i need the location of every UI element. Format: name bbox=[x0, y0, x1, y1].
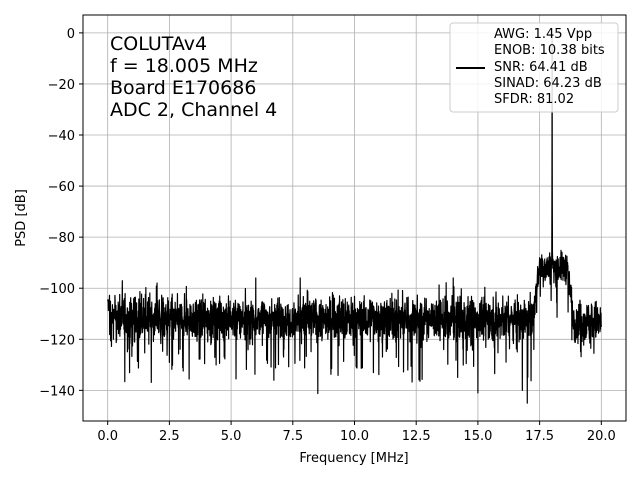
y-tick-label: −140 bbox=[39, 384, 75, 399]
x-axis: 0.0 2.5 5.0 7.5 10.0 12.5 15.0 17.5 20.0 bbox=[97, 421, 616, 444]
y-tick-label: −120 bbox=[39, 333, 75, 348]
x-tick-label: 17.5 bbox=[525, 429, 554, 444]
psd-trace bbox=[107, 33, 602, 404]
annotation-line-3: Board E170686 bbox=[110, 77, 256, 99]
annotation-line-4: ADC 2, Channel 4 bbox=[110, 99, 277, 121]
x-tick-label: 20.0 bbox=[587, 429, 616, 444]
x-tick-label: 10.0 bbox=[340, 429, 369, 444]
psd-line bbox=[107, 33, 602, 404]
x-tick-label: 15.0 bbox=[463, 429, 492, 444]
x-axis-label: Frequency [MHz] bbox=[299, 451, 408, 466]
x-tick-label: 5.0 bbox=[221, 429, 242, 444]
legend: AWG: 1.45 Vpp ENOB: 10.38 bits SNR: 64.4… bbox=[449, 22, 619, 113]
x-tick-label: 0.0 bbox=[97, 429, 118, 444]
y-tick-label: −80 bbox=[48, 231, 75, 246]
y-axis-label: PSD [dB] bbox=[14, 189, 29, 247]
x-tick-label: 7.5 bbox=[282, 429, 303, 444]
annotation: COLUTAv4 f = 18.005 MHz Board E170686 AD… bbox=[110, 33, 277, 121]
y-tick-label: −60 bbox=[48, 180, 75, 195]
y-axis: 0 −20 −40 −60 −80 −100 −120 −140 bbox=[39, 27, 83, 399]
legend-entry-5: SFDR: 81.02 bbox=[494, 92, 574, 107]
y-tick-label: −40 bbox=[48, 129, 75, 144]
annotation-line-2: f = 18.005 MHz bbox=[110, 55, 258, 77]
annotation-line-1: COLUTAv4 bbox=[110, 33, 207, 55]
legend-entry-4: SINAD: 64.23 dB bbox=[494, 76, 602, 91]
y-tick-label: −20 bbox=[48, 78, 75, 93]
y-tick-label: −100 bbox=[39, 282, 75, 297]
legend-box bbox=[449, 22, 619, 113]
x-tick-label: 2.5 bbox=[159, 429, 180, 444]
legend-entry-1: AWG: 1.45 Vpp bbox=[494, 27, 592, 42]
legend-entry-2: ENOB: 10.38 bits bbox=[494, 43, 605, 58]
x-tick-label: 12.5 bbox=[402, 429, 431, 444]
legend-entry-3: SNR: 64.41 dB bbox=[494, 60, 588, 75]
y-tick-label: 0 bbox=[67, 27, 75, 42]
